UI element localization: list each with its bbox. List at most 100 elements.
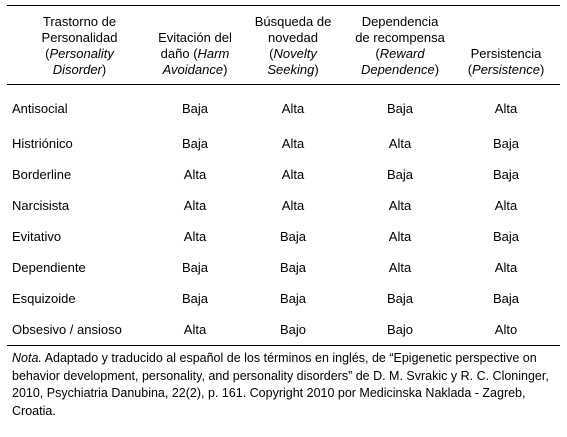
header-cell: Evitación del daño (Harm Avoidance) bbox=[152, 6, 238, 85]
header-line: Personalidad bbox=[9, 30, 150, 46]
header-text: ) bbox=[539, 62, 545, 77]
table-cell: Alto bbox=[494, 322, 518, 337]
table-cell: Baja bbox=[181, 100, 209, 116]
table-row: Evitativo Alta Baja Alta Baja bbox=[7, 221, 560, 252]
header-text: Seeking bbox=[267, 62, 315, 77]
table-cell: Baja bbox=[279, 260, 307, 275]
table-row: Esquizoide Baja Baja Baja Baja bbox=[7, 283, 560, 314]
header-line: de recompensa bbox=[350, 30, 450, 46]
table-cell: Alta bbox=[388, 198, 412, 213]
header-line: Búsqueda de bbox=[240, 14, 346, 30]
table-row: Obsesivo / ansioso Alta Bajo Bajo Alto bbox=[7, 314, 560, 346]
table-cell: Alta bbox=[183, 229, 207, 244]
header-text: Dependence bbox=[360, 62, 435, 77]
header-line: (Persistence) bbox=[454, 62, 558, 78]
header-text: daño ( bbox=[160, 46, 198, 61]
header-text: Personalidad bbox=[41, 30, 118, 45]
table-cell: Alta bbox=[281, 136, 305, 151]
header-text: Disorder bbox=[52, 62, 102, 77]
header-text: Personality bbox=[49, 46, 114, 61]
table-cell: Alta bbox=[388, 260, 412, 275]
table-cell: Alta bbox=[281, 167, 305, 182]
table-cell: Alta bbox=[494, 100, 518, 116]
table-cell: Baja bbox=[279, 229, 307, 244]
header-line: Trastorno de bbox=[9, 14, 150, 30]
header-line: daño (Harm bbox=[154, 46, 236, 62]
header-text: Harm bbox=[197, 46, 230, 61]
header-line: Avoidance) bbox=[154, 62, 236, 78]
header-text: ( bbox=[269, 46, 274, 61]
header-line: (Reward bbox=[350, 46, 450, 62]
header-text: Búsqueda de bbox=[254, 14, 332, 29]
table-cell: Alta bbox=[281, 198, 305, 213]
note: Nota. Adaptado y traducido al español de… bbox=[12, 350, 552, 420]
table-cell: Alta bbox=[183, 322, 207, 337]
header-text: ( bbox=[375, 46, 380, 61]
note-text: Adaptado y traducido al español de los t… bbox=[12, 351, 549, 418]
table-cell: Baja bbox=[181, 260, 209, 275]
table-cell: Baja bbox=[181, 291, 209, 306]
table-cell: Baja bbox=[492, 229, 520, 244]
row-label: Antisocial bbox=[12, 100, 68, 116]
table-body: Antisocial Baja Alta Baja Alta Histriónico Baj… bbox=[7, 85, 560, 346]
row-label: Borderline bbox=[12, 167, 72, 182]
table-cell: Baja bbox=[181, 136, 209, 151]
row-label: Evitativo bbox=[12, 229, 62, 244]
header-text: ( bbox=[45, 46, 50, 61]
header-text: Dependencia bbox=[361, 14, 439, 29]
row-label: Histriónico bbox=[12, 136, 73, 151]
header-cell: Persistencia (Persistence) bbox=[452, 6, 560, 85]
table-cell: Baja bbox=[386, 291, 414, 306]
header-cell: Trastorno de Personalidad (Personality Diso… bbox=[7, 6, 152, 85]
header-line: Disorder) bbox=[9, 62, 150, 78]
table-cell: Alta bbox=[388, 229, 412, 244]
table-row: Dependiente Baja Baja Alta Alta bbox=[7, 252, 560, 283]
header-text: ) bbox=[434, 62, 440, 77]
header-line: Dependence) bbox=[350, 62, 450, 78]
table-row: Antisocial Baja Alta Baja Alta bbox=[7, 85, 560, 129]
table-cell: Alta bbox=[388, 136, 412, 151]
header-line: novedad bbox=[240, 30, 346, 46]
table-cell: Bajo bbox=[279, 322, 307, 337]
table-cell: Alta bbox=[183, 167, 207, 182]
row-label: Esquizoide bbox=[12, 291, 76, 306]
header-text: Reward bbox=[379, 46, 425, 61]
header-line: Dependencia bbox=[350, 14, 450, 30]
header-line: (Personality bbox=[9, 46, 150, 62]
row-label: Dependiente bbox=[12, 260, 86, 275]
header-text: Trastorno de bbox=[42, 14, 117, 29]
header-cell: Búsqueda de novedad (Novelty Seeking) bbox=[238, 6, 348, 85]
header-line: Evitación del bbox=[154, 30, 236, 46]
personality-table: Trastorno de Personalidad (Personality Diso… bbox=[7, 5, 560, 346]
table-cell: Baja bbox=[386, 167, 414, 182]
header-text: novedad bbox=[268, 30, 318, 45]
header-text: Novelty bbox=[273, 46, 317, 61]
header-line: Seeking) bbox=[240, 62, 346, 78]
header-row: Trastorno de Personalidad (Personality Diso… bbox=[7, 5, 560, 85]
table-cell: Baja bbox=[386, 100, 414, 116]
table-cell: Baja bbox=[492, 291, 520, 306]
note-label: Nota. bbox=[12, 351, 42, 365]
table-cell: Baja bbox=[279, 291, 307, 306]
header-line: Persistencia bbox=[454, 46, 558, 62]
row-label: Narcisista bbox=[12, 198, 70, 213]
table-row: Narcisista Alta Alta Alta Alta bbox=[7, 190, 560, 221]
header-text: Persistence bbox=[472, 62, 540, 77]
table-cell: Alta bbox=[281, 100, 305, 116]
header-text: Persistencia bbox=[470, 46, 542, 61]
header-text: de recompensa bbox=[355, 30, 445, 45]
header-text: ) bbox=[223, 62, 228, 77]
header-cell: Dependencia de recompensa (Reward Dependenc… bbox=[348, 6, 452, 85]
header-text: ) bbox=[314, 62, 319, 77]
table-cell: Baja bbox=[492, 167, 520, 182]
table-cell: Alta bbox=[183, 198, 207, 213]
table-cell: Alta bbox=[494, 198, 518, 213]
table-cell: Bajo bbox=[386, 322, 414, 337]
header-text: ) bbox=[101, 62, 107, 77]
table-header: Trastorno de Personalidad (Personality Diso… bbox=[7, 5, 560, 85]
header-text: Avoidance bbox=[162, 62, 224, 77]
table-cell: Alta bbox=[494, 260, 518, 275]
table-cell: Baja bbox=[492, 136, 520, 151]
header-text: ( bbox=[467, 62, 473, 77]
